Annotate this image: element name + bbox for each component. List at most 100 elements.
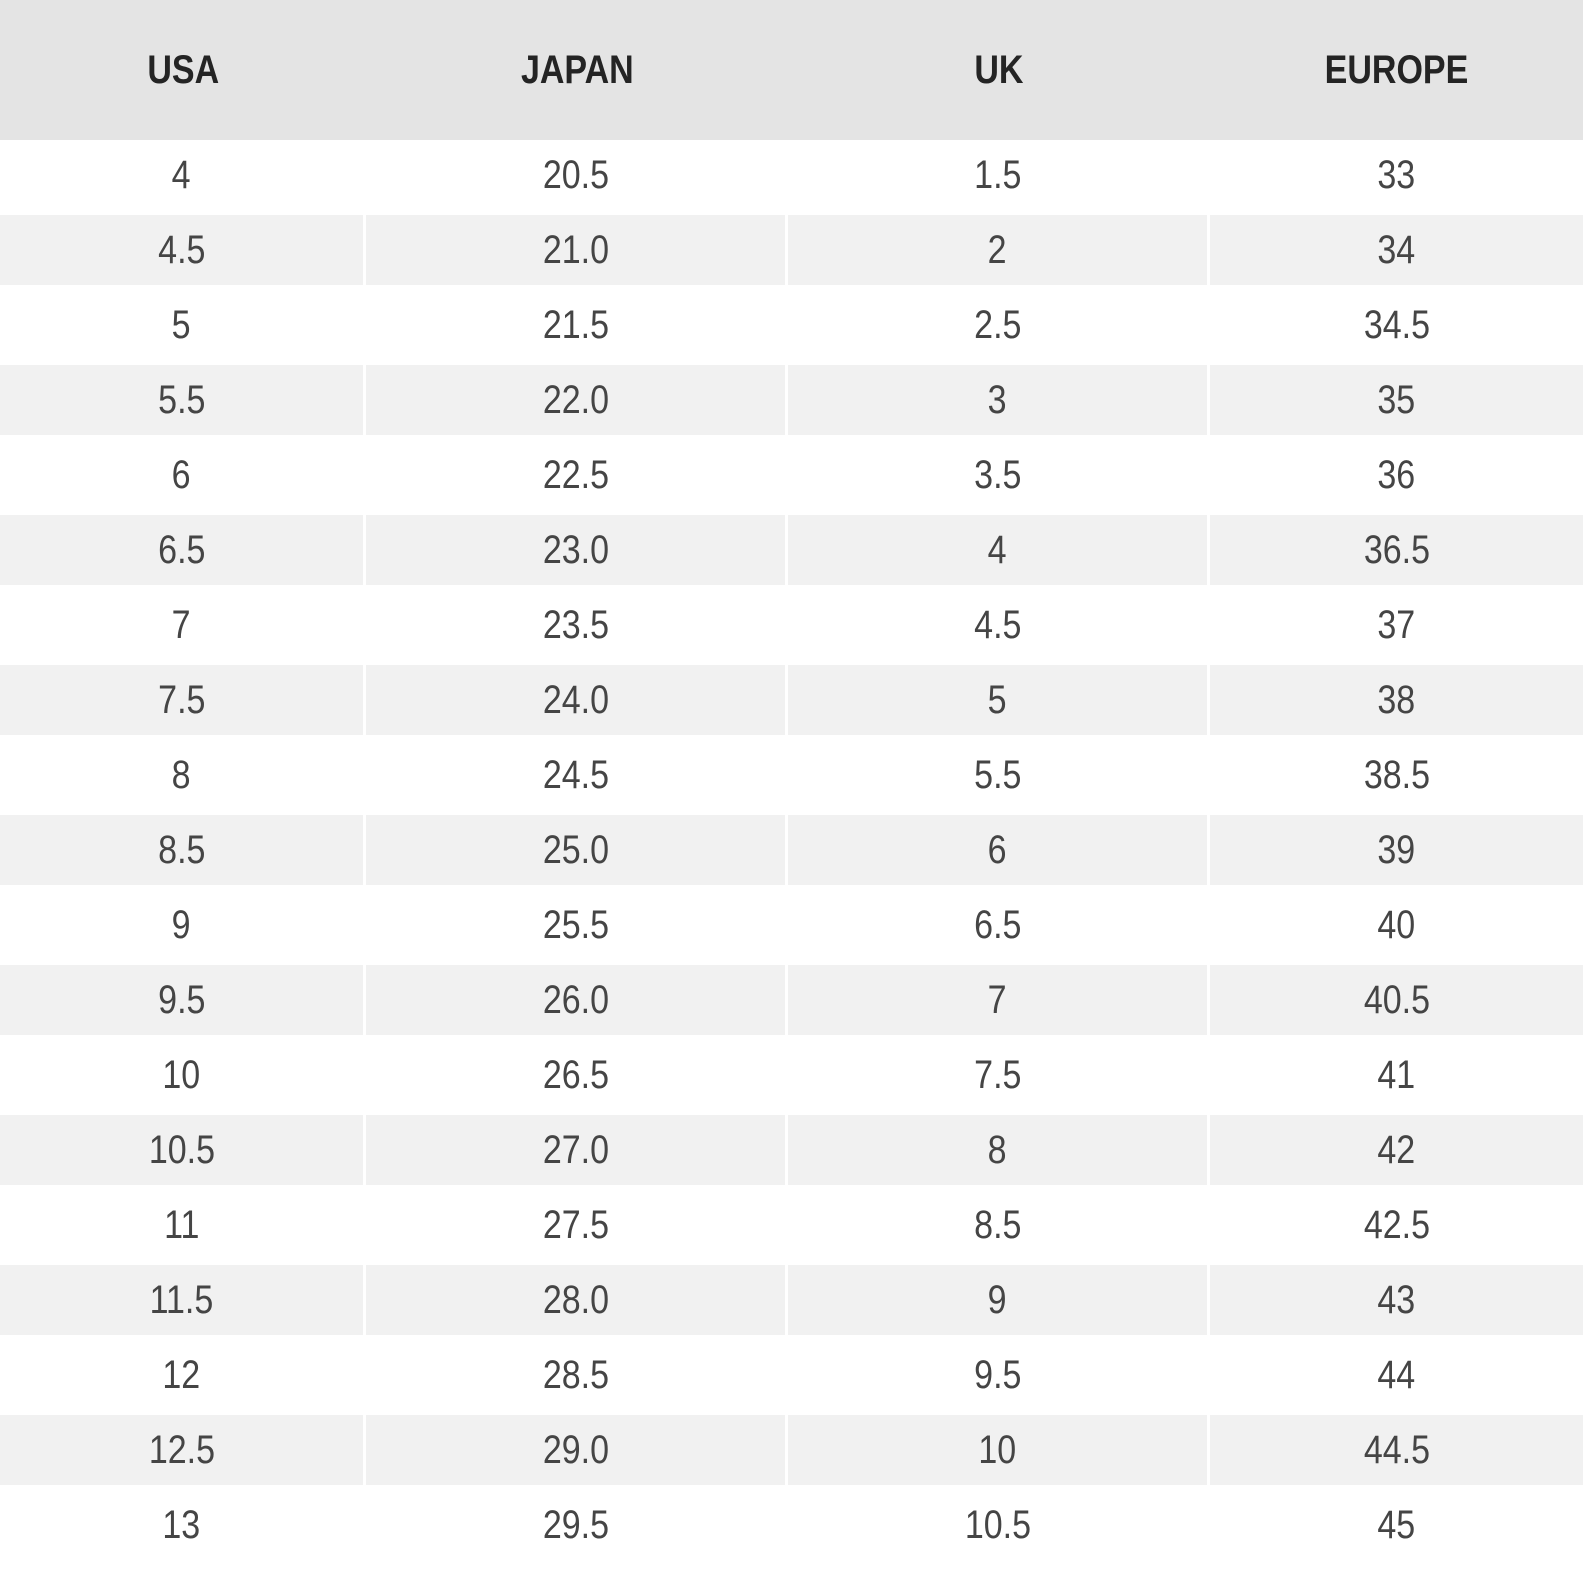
table-cell: 10.5 (0, 1115, 366, 1190)
cell-value: 2 (988, 227, 1007, 272)
cell-value: 4.5 (157, 227, 206, 272)
table-cell: 29.0 (366, 1415, 788, 1490)
table-cell: 42.5 (1210, 1190, 1583, 1265)
table-row: 8.5 25.0 6 39 (0, 815, 1583, 890)
table-cell: 33 (1210, 140, 1583, 215)
cell-value: 9 (172, 902, 191, 947)
cell-value: 5.5 (157, 377, 206, 422)
table-cell: 37 (1210, 590, 1583, 665)
cell-value: 3 (988, 377, 1007, 422)
table-cell: 34.5 (1210, 290, 1583, 365)
table-cell: 27.5 (366, 1190, 788, 1265)
cell-value: 24.5 (542, 752, 609, 797)
table-cell: 10.5 (788, 1490, 1210, 1565)
cell-value: 39 (1377, 827, 1416, 872)
table-cell: 40.5 (1210, 965, 1583, 1040)
table-cell: 24.5 (366, 740, 788, 815)
cell-value: 44.5 (1363, 1427, 1430, 1472)
cell-value: 12.5 (148, 1427, 215, 1472)
cell-value: 8.5 (973, 1202, 1022, 1247)
table-cell: 8 (0, 740, 366, 815)
cell-value: 2.5 (973, 302, 1022, 347)
column-header-usa: USA (0, 0, 366, 140)
cell-value: 42.5 (1363, 1202, 1430, 1247)
table-cell: 1.5 (788, 140, 1210, 215)
table-cell: 7 (788, 965, 1210, 1040)
cell-value: 7 (988, 977, 1007, 1022)
cell-value: 38 (1377, 677, 1416, 722)
cell-value: 27.5 (542, 1202, 609, 1247)
table-cell: 39 (1210, 815, 1583, 890)
cell-value: 23.5 (542, 602, 609, 647)
table-row: 7.5 24.0 5 38 (0, 665, 1583, 740)
cell-value: 10.5 (964, 1502, 1031, 1547)
table-cell: 24.0 (366, 665, 788, 740)
table-cell: 6 (788, 815, 1210, 890)
table-cell: 10 (788, 1415, 1210, 1490)
table-cell: 44 (1210, 1340, 1583, 1415)
table-cell: 5 (788, 665, 1210, 740)
cell-value: 7 (172, 602, 191, 647)
table-row: 13 29.5 10.5 45 (0, 1490, 1583, 1565)
table-cell: 12.5 (0, 1415, 366, 1490)
cell-value: 10 (978, 1427, 1017, 1472)
table-cell: 21.0 (366, 215, 788, 290)
table-cell: 25.5 (366, 890, 788, 965)
table-cell: 7 (0, 590, 366, 665)
table-row: 5 21.5 2.5 34.5 (0, 290, 1583, 365)
cell-value: 22.0 (542, 377, 609, 422)
table-cell: 44.5 (1210, 1415, 1583, 1490)
table-cell: 10 (0, 1040, 366, 1115)
cell-value: 1.5 (973, 152, 1022, 197)
cell-value: 23.0 (542, 527, 609, 572)
cell-value: 6 (172, 452, 191, 497)
cell-value: 26.5 (542, 1052, 609, 1097)
cell-value: 10.5 (148, 1127, 215, 1172)
table-row: 7 23.5 4.5 37 (0, 590, 1583, 665)
table-cell: 4.5 (0, 215, 366, 290)
table-cell: 36.5 (1210, 515, 1583, 590)
column-header-label: EUROPE (1324, 47, 1469, 92)
table-cell: 25.0 (366, 815, 788, 890)
cell-value: 9.5 (973, 1352, 1022, 1397)
cell-value: 26.0 (542, 977, 609, 1022)
column-header-label: JAPAN (520, 47, 634, 92)
cell-value: 34 (1377, 227, 1416, 272)
cell-value: 27.0 (542, 1127, 609, 1172)
cell-value: 21.5 (542, 302, 609, 347)
cell-value: 4 (988, 527, 1007, 572)
table-row: 12 28.5 9.5 44 (0, 1340, 1583, 1415)
table-cell: 8.5 (0, 815, 366, 890)
cell-value: 22.5 (542, 452, 609, 497)
cell-value: 10 (162, 1052, 201, 1097)
cell-value: 44 (1377, 1352, 1416, 1397)
table-row: 8 24.5 5.5 38.5 (0, 740, 1583, 815)
cell-value: 8.5 (157, 827, 206, 872)
cell-value: 34.5 (1363, 302, 1430, 347)
cell-value: 37 (1377, 602, 1416, 647)
cell-value: 7.5 (157, 677, 206, 722)
table-cell: 3.5 (788, 440, 1210, 515)
table-cell: 3 (788, 365, 1210, 440)
table-cell: 9 (788, 1265, 1210, 1340)
cell-value: 40.5 (1363, 977, 1430, 1022)
column-header-uk: UK (788, 0, 1210, 140)
table-cell: 43 (1210, 1265, 1583, 1340)
table-row: 4.5 21.0 2 34 (0, 215, 1583, 290)
table-cell: 4 (788, 515, 1210, 590)
table-cell: 23.5 (366, 590, 788, 665)
cell-value: 9 (988, 1277, 1007, 1322)
cell-value: 5 (172, 302, 191, 347)
table-cell: 9.5 (788, 1340, 1210, 1415)
table-cell: 13 (0, 1490, 366, 1565)
table-cell: 7.5 (788, 1040, 1210, 1115)
table-body: 4 20.5 1.5 33 4.5 21.0 2 34 5 21.5 2.5 3… (0, 140, 1583, 1565)
cell-value: 24.0 (542, 677, 609, 722)
table-row: 10 26.5 7.5 41 (0, 1040, 1583, 1115)
table-row: 6 22.5 3.5 36 (0, 440, 1583, 515)
table-cell: 5.5 (788, 740, 1210, 815)
table-cell: 38 (1210, 665, 1583, 740)
cell-value: 33 (1377, 152, 1416, 197)
table-cell: 35 (1210, 365, 1583, 440)
